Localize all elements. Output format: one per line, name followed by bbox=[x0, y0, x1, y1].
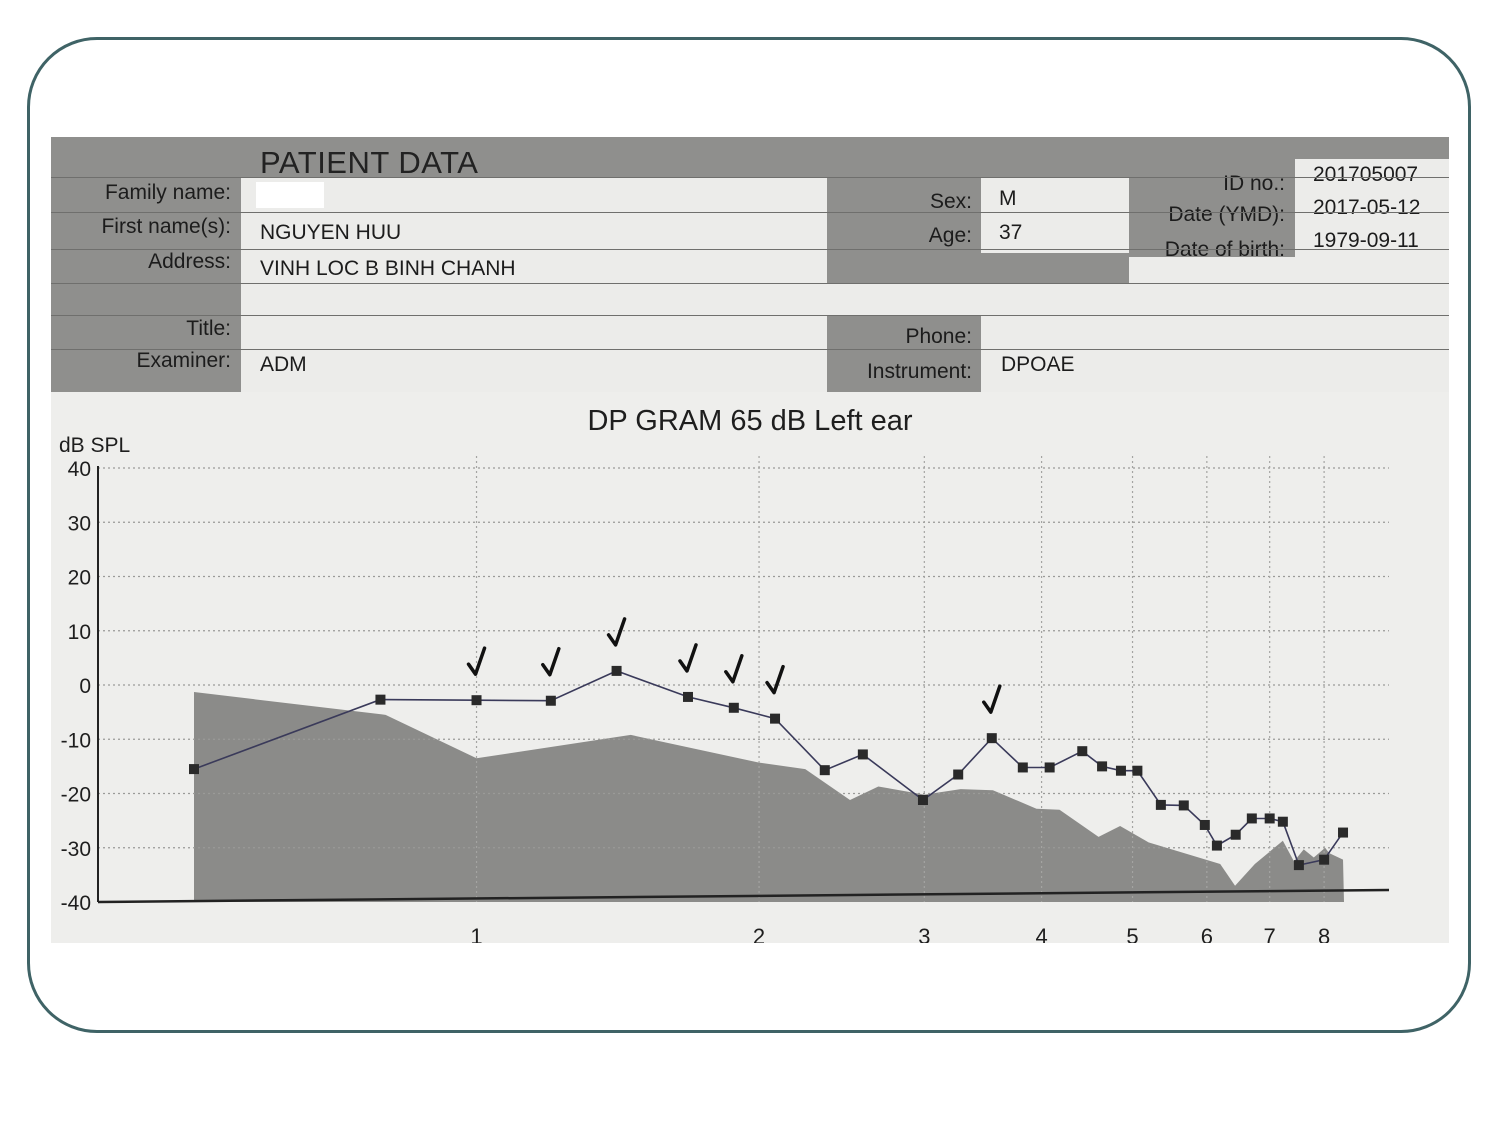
header-rule bbox=[51, 212, 1449, 213]
dp-data-point bbox=[857, 749, 868, 760]
checkmark-annotation bbox=[541, 646, 561, 677]
dp-data-point bbox=[1277, 816, 1288, 827]
dp-data-point bbox=[682, 691, 693, 702]
slide-frame bbox=[27, 37, 1471, 1033]
header-rule bbox=[51, 283, 1449, 284]
y-tick-label: 30 bbox=[68, 512, 91, 535]
checkmark-annotation bbox=[724, 654, 744, 684]
checkmark-annotation bbox=[765, 664, 785, 695]
report-photo: PATIENT DATA Family name: First name(s):… bbox=[51, 137, 1449, 943]
x-tick-label: 5 bbox=[1126, 924, 1138, 943]
y-tick-label: 10 bbox=[68, 621, 91, 644]
x-tick-label: 7 bbox=[1264, 924, 1276, 943]
section-title: PATIENT DATA bbox=[260, 145, 479, 180]
header-rule bbox=[51, 349, 1449, 350]
dp-data-point bbox=[1017, 762, 1028, 773]
dp-data-point bbox=[1132, 765, 1143, 776]
sex-age-block bbox=[981, 177, 1129, 253]
dp-data-point bbox=[1077, 746, 1088, 757]
id-date-block bbox=[1295, 159, 1449, 257]
first-name-label: First name(s): bbox=[101, 215, 231, 238]
right-blank-block bbox=[1129, 257, 1449, 315]
y-axis-label: dB SPL bbox=[59, 434, 130, 457]
age-value: 37 bbox=[999, 221, 1023, 244]
dp-data-point bbox=[1264, 813, 1275, 824]
date-label: Date (YMD): bbox=[1168, 203, 1285, 226]
dp-data-point bbox=[986, 733, 997, 744]
id-label: ID no.: bbox=[1223, 172, 1285, 195]
header-rule bbox=[51, 249, 1449, 250]
y-tick-label: -20 bbox=[61, 784, 91, 807]
y-tick-label: -30 bbox=[61, 838, 91, 861]
dp-data-point bbox=[1211, 840, 1222, 851]
dp-gram-chart: 40 30 20 10 0 -10 -20 -30 -40 1 2 3 4 5 6 7 8 dB SPL bbox=[59, 434, 1390, 943]
date-value: 2017-05-12 bbox=[1313, 196, 1421, 219]
x-tick-label: 4 bbox=[1035, 924, 1047, 943]
title-examiner-block bbox=[241, 315, 827, 392]
dp-data-point bbox=[1178, 800, 1189, 811]
x-tick-label: 1 bbox=[470, 924, 482, 943]
dp-data-point bbox=[375, 694, 386, 705]
checkmark-annotation bbox=[466, 646, 487, 676]
y-tick-label: -10 bbox=[61, 729, 91, 752]
instrument-value: DPOAE bbox=[1001, 353, 1075, 376]
id-value: 201705007 bbox=[1313, 163, 1419, 186]
dp-data-point bbox=[819, 765, 830, 776]
examiner-value: ADM bbox=[260, 353, 307, 376]
checkmark-annotation bbox=[606, 617, 627, 647]
family-name-redaction bbox=[256, 182, 324, 208]
dp-data-point bbox=[545, 695, 556, 706]
title-label: Title: bbox=[186, 317, 231, 340]
chart-title: DP GRAM 65 dB Left ear bbox=[587, 405, 913, 437]
dp-data-point bbox=[917, 795, 928, 806]
age-label: Age: bbox=[928, 224, 972, 247]
dp-data-point bbox=[471, 695, 482, 706]
phone-instrument-block bbox=[981, 315, 1449, 392]
address-label: Address: bbox=[148, 250, 231, 273]
dp-data-point bbox=[728, 702, 739, 713]
dp-data-point bbox=[1044, 762, 1055, 773]
noise-floor-area bbox=[194, 692, 1344, 902]
checkmark-annotation bbox=[982, 684, 1002, 714]
sex-value: M bbox=[999, 187, 1017, 210]
dob-label: Date of birth: bbox=[1164, 238, 1285, 261]
sex-label: Sex: bbox=[929, 190, 972, 213]
y-tick-label: 40 bbox=[68, 458, 91, 481]
dp-data-point bbox=[1097, 761, 1108, 772]
dp-data-point bbox=[1338, 827, 1349, 838]
y-tick-label: 0 bbox=[79, 675, 91, 698]
y-tick-label: -40 bbox=[61, 892, 91, 915]
y-tick-label: 20 bbox=[68, 567, 91, 590]
patient-data-header: PATIENT DATA Family name: First name(s):… bbox=[51, 137, 1449, 392]
dp-data-point bbox=[953, 769, 964, 780]
x-tick-label: 6 bbox=[1201, 924, 1213, 943]
dp-data-point bbox=[611, 665, 622, 676]
x-axis bbox=[97, 888, 1390, 904]
x-tick-label: 2 bbox=[753, 924, 765, 943]
header-rule bbox=[51, 177, 1449, 178]
dp-data-point bbox=[770, 713, 781, 724]
instrument-label: Instrument: bbox=[866, 360, 972, 383]
dob-value: 1979-09-11 bbox=[1313, 229, 1419, 252]
x-tick-label: 3 bbox=[918, 924, 930, 943]
first-name-value: NGUYEN HUU bbox=[260, 221, 402, 244]
address-value: VINH LOC B BINH CHANH bbox=[260, 257, 516, 280]
dp-data-point bbox=[1230, 829, 1241, 840]
family-name-label: Family name: bbox=[104, 181, 231, 204]
x-tick-label: 8 bbox=[1318, 924, 1330, 943]
dp-data-point bbox=[189, 764, 199, 775]
examiner-label: Examiner: bbox=[136, 349, 231, 372]
dp-data-point bbox=[1319, 854, 1330, 865]
dp-data-point bbox=[1293, 860, 1304, 871]
dp-data-point bbox=[1155, 799, 1166, 810]
phone-label: Phone: bbox=[905, 325, 972, 348]
checkmark-annotation bbox=[678, 643, 698, 673]
dp-data-point bbox=[1199, 819, 1210, 830]
header-rule bbox=[51, 315, 1449, 316]
dp-data-point bbox=[1115, 765, 1126, 776]
dp-data-point bbox=[1246, 813, 1257, 824]
